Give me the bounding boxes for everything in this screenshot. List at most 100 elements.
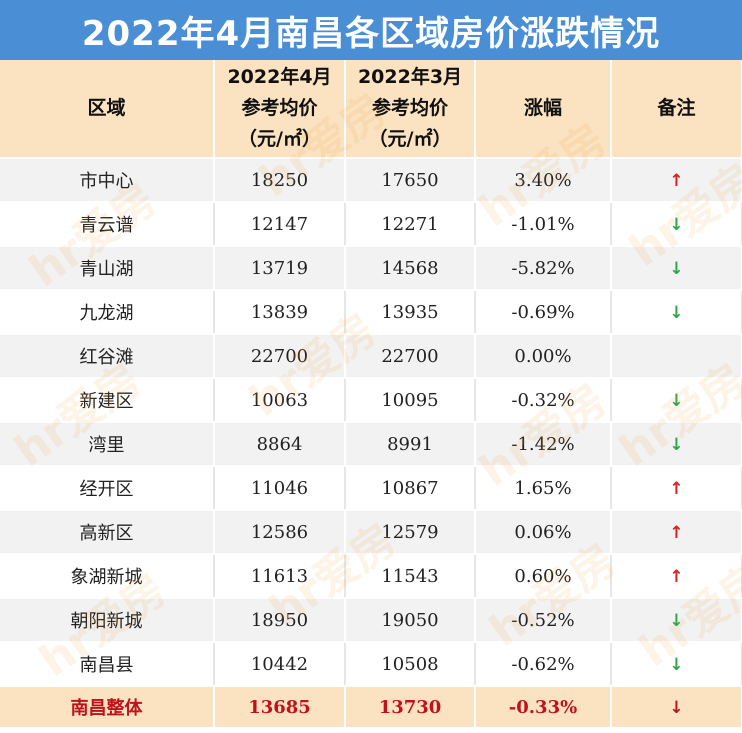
header-march-line1: 2022年3月	[357, 66, 463, 88]
table-row: 青云谱 12147 12271 -1.01% ↓	[0, 202, 742, 247]
note-cell: ↓	[611, 378, 742, 423]
header-region: 区域	[0, 60, 215, 159]
change-cell: 0.06%	[475, 510, 612, 555]
arrow-up-icon: ↑	[669, 478, 684, 499]
region-cell: 九龙湖	[0, 290, 215, 335]
march-price-cell: 13935	[345, 290, 476, 335]
table-row: 市中心 18250 17650 3.40% ↑	[0, 158, 742, 203]
table-row: 九龙湖 13839 13935 -0.69% ↓	[0, 290, 742, 335]
region-cell: 朝阳新城	[0, 598, 215, 643]
change-cell: 0.00%	[475, 334, 612, 379]
arrow-down-icon: ↓	[669, 390, 684, 411]
april-price-cell: 12147	[214, 202, 346, 247]
note-cell: ↓	[611, 290, 742, 335]
april-price-cell: 22700	[214, 334, 346, 379]
arrow-down-icon: ↓	[669, 258, 684, 279]
header-march-line2: 参考均价	[371, 97, 448, 119]
table-row: 南昌县 10442 10508 -0.62% ↓	[0, 642, 742, 687]
header-change: 涨幅	[475, 60, 612, 159]
april-price-cell: 11046	[214, 466, 346, 511]
april-price-cell: 18950	[214, 598, 346, 643]
region-cell: 新建区	[0, 378, 215, 423]
table-row: 经开区 11046 10867 1.65% ↑	[0, 466, 742, 511]
march-price-cell: 10508	[345, 642, 476, 687]
region-cell: 象湖新城	[0, 554, 215, 599]
arrow-down-icon: ↓	[669, 434, 684, 455]
change-cell: 3.40%	[475, 158, 612, 203]
note-cell: ↓	[611, 246, 742, 291]
note-cell	[611, 334, 742, 379]
price-table: 区域 2022年4月 参考均价 （元/㎡） 2022年3月 参考均价 （元/㎡）…	[0, 60, 742, 729]
march-price-cell: 12579	[345, 510, 476, 555]
arrow-down-icon: ↓	[669, 654, 684, 675]
total-row: 南昌整体 13685 13730 -0.33% ↓	[0, 686, 742, 729]
note-cell: ↑	[611, 158, 742, 203]
arrow-down-icon: ↓	[669, 214, 684, 235]
header-note: 备注	[611, 60, 742, 159]
region-cell: 经开区	[0, 466, 215, 511]
march-price-cell: 22700	[345, 334, 476, 379]
header-march-line3: （元/㎡）	[368, 128, 452, 150]
march-price-cell: 14568	[345, 246, 476, 291]
table-row: 新建区 10063 10095 -0.32% ↓	[0, 378, 742, 423]
table-row: 湾里 8864 8991 -1.42% ↓	[0, 422, 742, 467]
note-cell: ↓	[611, 598, 742, 643]
page-title: 2022年4月南昌各区域房价涨跌情况	[81, 13, 661, 54]
region-cell: 高新区	[0, 510, 215, 555]
table-header-row: 区域 2022年4月 参考均价 （元/㎡） 2022年3月 参考均价 （元/㎡）…	[0, 60, 742, 159]
march-price-cell: 19050	[345, 598, 476, 643]
april-price-cell: 10442	[214, 642, 346, 687]
arrow-down-icon: ↓	[669, 610, 684, 631]
change-cell: -1.01%	[475, 202, 612, 247]
change-cell: -0.62%	[475, 642, 612, 687]
march-price-cell: 11543	[345, 554, 476, 599]
april-price-cell: 18250	[214, 158, 346, 203]
header-april-line3: （元/㎡）	[238, 128, 321, 150]
march-price-cell: 10095	[345, 378, 476, 423]
march-price-cell: 12271	[345, 202, 476, 247]
title-bar: 2022年4月南昌各区域房价涨跌情况	[0, 0, 742, 60]
change-cell: 0.60%	[475, 554, 612, 599]
region-cell: 青云谱	[0, 202, 215, 247]
table-row: 红谷滩 22700 22700 0.00%	[0, 334, 742, 379]
header-april-line2: 参考均价	[241, 97, 318, 119]
note-cell: ↓	[611, 686, 742, 729]
april-price-cell: 13685	[214, 686, 346, 729]
march-price-cell: 8991	[345, 422, 476, 467]
march-price-cell: 10867	[345, 466, 476, 511]
march-price-cell: 17650	[345, 158, 476, 203]
region-cell: 市中心	[0, 158, 215, 203]
april-price-cell: 11613	[214, 554, 346, 599]
note-cell: ↓	[611, 422, 742, 467]
region-cell: 青山湖	[0, 246, 215, 291]
arrow-up-icon: ↑	[669, 522, 684, 543]
region-cell: 南昌整体	[0, 686, 215, 729]
header-april-line1: 2022年4月	[227, 66, 332, 88]
note-cell: ↑	[611, 554, 742, 599]
table-row: 象湖新城 11613 11543 0.60% ↑	[0, 554, 742, 599]
change-cell: 1.65%	[475, 466, 612, 511]
april-price-cell: 10063	[214, 378, 346, 423]
change-cell: -0.69%	[475, 290, 612, 335]
april-price-cell: 13839	[214, 290, 346, 335]
table-row: 朝阳新城 18950 19050 -0.52% ↓	[0, 598, 742, 643]
april-price-cell: 13719	[214, 246, 346, 291]
note-cell: ↑	[611, 510, 742, 555]
header-april-price: 2022年4月 参考均价 （元/㎡）	[214, 60, 346, 159]
change-cell: -5.82%	[475, 246, 612, 291]
arrow-up-icon: ↑	[669, 566, 684, 587]
table-row: 高新区 12586 12579 0.06% ↑	[0, 510, 742, 555]
region-cell: 南昌县	[0, 642, 215, 687]
region-cell: 红谷滩	[0, 334, 215, 379]
arrow-up-icon: ↑	[669, 170, 684, 191]
region-cell: 湾里	[0, 422, 215, 467]
note-cell: ↓	[611, 202, 742, 247]
april-price-cell: 12586	[214, 510, 346, 555]
change-cell: -0.52%	[475, 598, 612, 643]
arrow-down-icon: ↓	[669, 697, 684, 718]
change-cell: -1.42%	[475, 422, 612, 467]
table-row: 青山湖 13719 14568 -5.82% ↓	[0, 246, 742, 291]
april-price-cell: 8864	[214, 422, 346, 467]
header-march-price: 2022年3月 参考均价 （元/㎡）	[345, 60, 476, 159]
note-cell: ↑	[611, 466, 742, 511]
